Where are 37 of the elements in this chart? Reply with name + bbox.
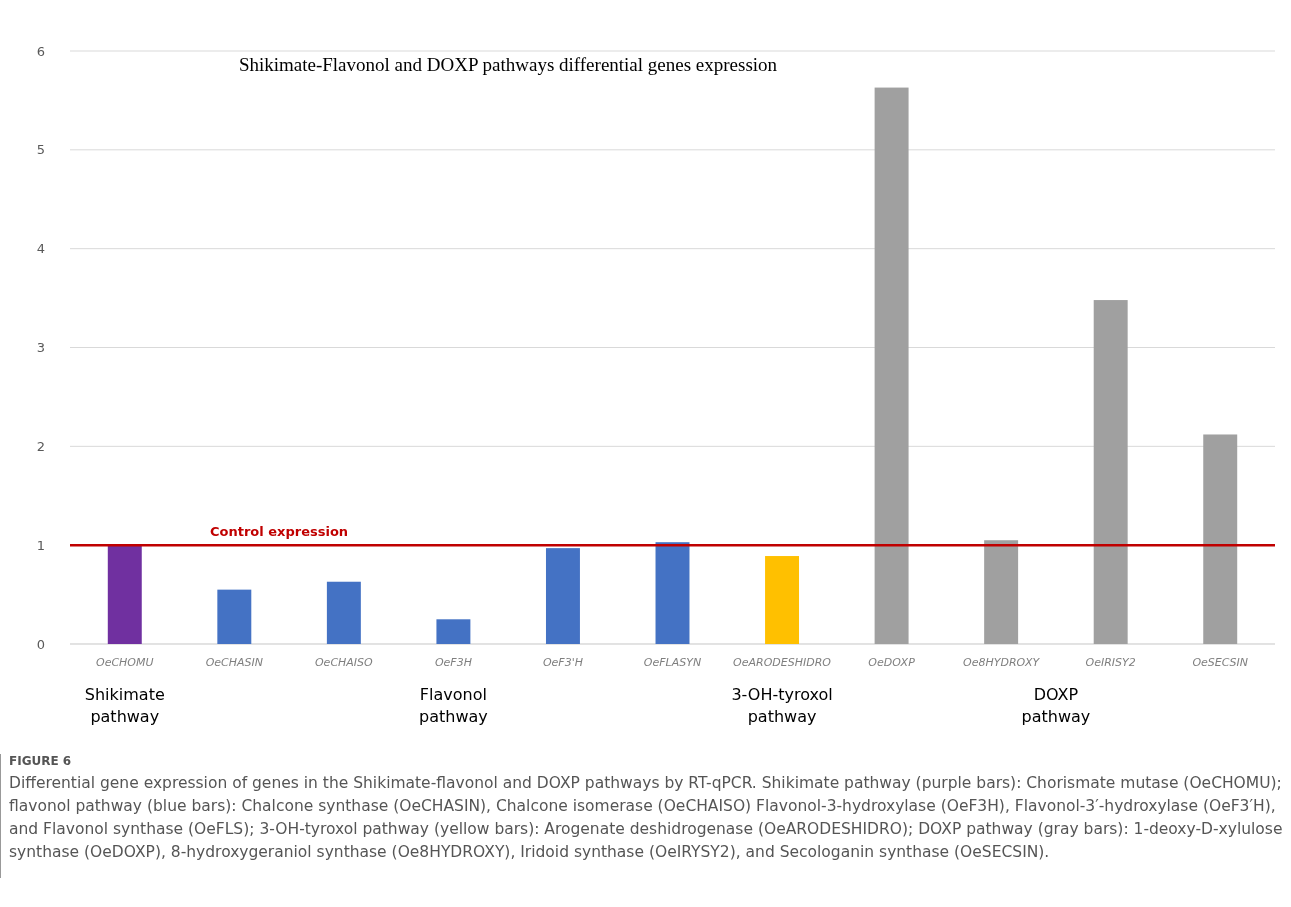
bar xyxy=(1093,300,1128,644)
bar xyxy=(655,542,690,644)
bar xyxy=(1203,434,1238,644)
x-tick-label: OeIRISY2 xyxy=(1085,656,1136,669)
x-tick-label: OeCHOMU xyxy=(95,656,154,669)
y-tick-label: 4 xyxy=(36,241,45,257)
x-tick-label: OeCHAISO xyxy=(314,656,374,669)
x-tick-label: OeCHASIN xyxy=(205,656,263,669)
text: DOXP pathway xyxy=(1021,685,1091,727)
caption: FIGURE 6 xyxy=(9,754,73,768)
y-tick-label: 0 xyxy=(36,636,45,652)
text: Shikimate pathway xyxy=(84,685,165,727)
y-tick-label: 5 xyxy=(36,142,45,158)
y-tick-label: 6 xyxy=(36,43,45,59)
text: Differential gene expression of genes in the Shikimate-flavonol and DOXP pathways by RT-qPCR. Shikimate pathway (purple bars): Chorismate mutase (OeCHOMU); flavonol pathway (blue bars): Chalcone synthase (OeCHASIN), Chalcone isomerase (OeCHAISO) Flavonol-3-hydroxylase (OeF3H), Flavonol-3′-hydroxylase (OeF3′H), and Flavonol synthase (OeFLS); 3-OH-tyroxol pathway (yellow bars): Arogenate deshidrogenase (OeARODESHIDRO); DOXP pathway (gray bars): 1-deoxy-D-xylulose synthase (OeDOXP), 8-hydroxygeraniol synthase (Oe8HYDROXY), Iridoid synthase (OeIRYSY2), and Secologanin synthase (OeSECSIN). xyxy=(9,773,1283,863)
bar xyxy=(326,581,361,644)
x-tick-label: OeF3H xyxy=(434,656,472,669)
y-tick-label: 1 xyxy=(36,537,45,553)
text: 3-OH-tyroxol pathway xyxy=(731,685,833,727)
x-tick-label: OeSECSIN xyxy=(1192,656,1249,669)
x-tick-label: OeARODESHIDRO xyxy=(733,656,832,669)
chart-title: Shikimate-Flavonol and DOXP pathways differential genes expression xyxy=(238,54,778,75)
ref-line-label: Control expression xyxy=(210,524,349,540)
y-tick-label: 3 xyxy=(36,340,45,356)
bar xyxy=(984,540,1019,644)
bar xyxy=(217,589,252,644)
text: Flavonol pathway xyxy=(419,685,488,727)
bar xyxy=(107,545,142,644)
bar xyxy=(874,87,909,644)
x-tick-label: OeFLASYN xyxy=(643,656,702,669)
y-tick-label: 2 xyxy=(36,438,45,454)
x-tick-label: Oe8HYDROXY xyxy=(963,656,1041,669)
bar xyxy=(765,556,800,644)
bar xyxy=(436,619,471,644)
x-tick-label: OeF3'H xyxy=(542,656,583,669)
x-tick-label: OeDOXP xyxy=(868,656,916,669)
bar xyxy=(545,548,580,644)
